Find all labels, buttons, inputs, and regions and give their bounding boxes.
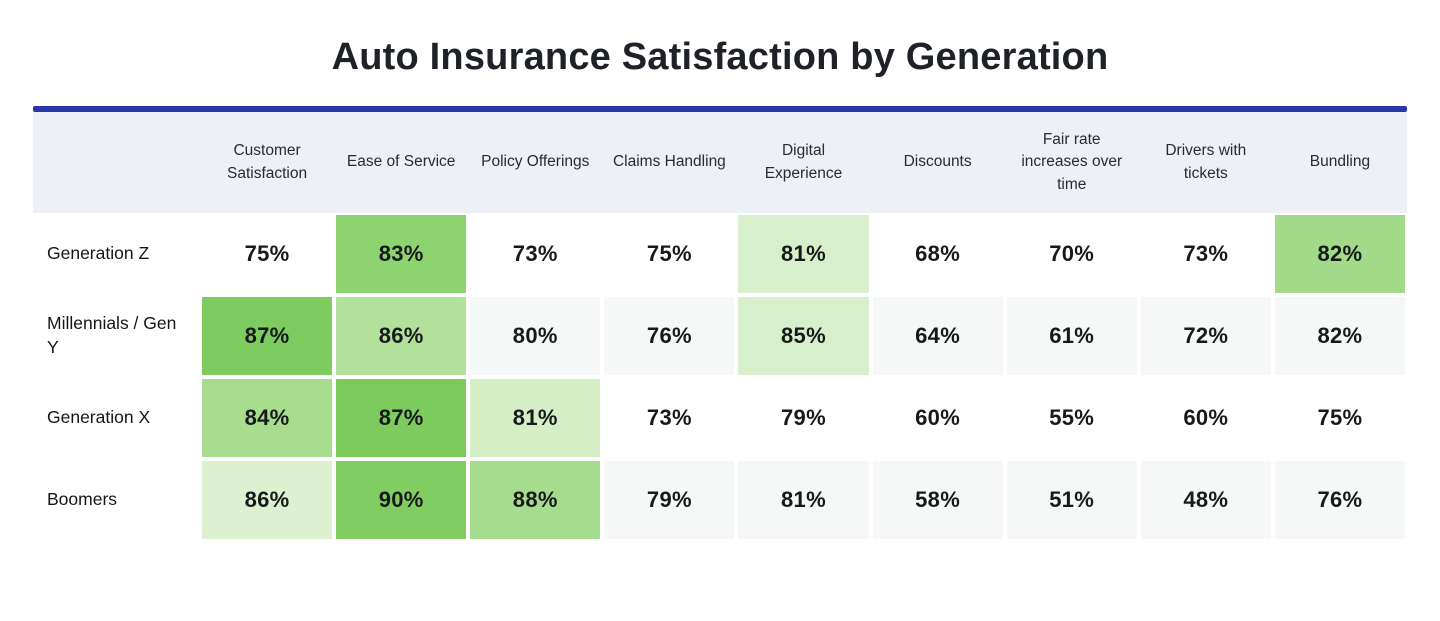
table-cell: 87% xyxy=(202,297,333,375)
column-header-discounts: Discounts xyxy=(903,153,972,171)
row-label: Generation X xyxy=(33,377,200,459)
table-cell: 64% xyxy=(872,297,1003,375)
column-header-customer-satisfaction: Customer Satisfaction xyxy=(226,142,308,182)
table-cell: 73% xyxy=(604,379,735,457)
table-cell: 60% xyxy=(1140,379,1271,457)
table-cell: 55% xyxy=(1006,379,1137,457)
table-row-generation-x: Generation X 84% 87% 81% 73% 79% 60% 55%… xyxy=(33,377,1407,459)
table-cell: 73% xyxy=(1140,215,1271,293)
table-cell: 81% xyxy=(470,379,601,457)
table-cell: 83% xyxy=(336,215,467,293)
table-cell: 90% xyxy=(336,461,467,539)
table-cell: 58% xyxy=(872,461,1003,539)
page-title: Auto Insurance Satisfaction by Generatio… xyxy=(331,36,1109,78)
table-cell: 75% xyxy=(202,215,333,293)
table-cell: 68% xyxy=(872,215,1003,293)
table-cell: 79% xyxy=(738,379,869,457)
satisfaction-table: Customer Satisfaction Ease of Service Po… xyxy=(33,106,1407,541)
column-header-fair-rate-increases: Fair rate increases over time xyxy=(1021,130,1123,193)
row-label: Millennials / Gen Y xyxy=(33,295,200,377)
table-cell: 73% xyxy=(470,215,601,293)
table-cell: 75% xyxy=(1274,379,1405,457)
row-label: Generation Z xyxy=(33,213,200,295)
table-cell: 88% xyxy=(470,461,601,539)
table-row-millennials: Millennials / Gen Y 87% 86% 80% 76% 85% … xyxy=(33,295,1407,377)
column-header-ease-of-service: Ease of Service xyxy=(346,153,456,171)
table-cell: 82% xyxy=(1274,215,1405,293)
corner-cell xyxy=(33,112,200,213)
table-cell: 61% xyxy=(1006,297,1137,375)
table-cell: 60% xyxy=(872,379,1003,457)
infographic-page: Auto Insurance Satisfaction by Generatio… xyxy=(0,36,1440,541)
column-header-bundling: Bundling xyxy=(1309,153,1371,171)
column-header-policy-offerings: Policy Offerings xyxy=(481,153,590,171)
table-cell: 76% xyxy=(604,297,735,375)
table-row-generation-z: Generation Z 75% 83% 73% 75% 81% 68% 70%… xyxy=(33,213,1407,295)
table-cell: 76% xyxy=(1274,461,1405,539)
table-cell: 84% xyxy=(202,379,333,457)
table-cell: 82% xyxy=(1274,297,1405,375)
table-cell: 86% xyxy=(336,297,467,375)
table-cell: 86% xyxy=(202,461,333,539)
column-header-claims-handling: Claims Handling xyxy=(612,153,726,171)
column-header-digital-experience: Digital Experience xyxy=(764,142,843,182)
table-cell: 75% xyxy=(604,215,735,293)
table-cell: 87% xyxy=(336,379,467,457)
table-cell: 80% xyxy=(470,297,601,375)
table-row-boomers: Boomers 86% 90% 88% 79% 81% 58% 51% 48% … xyxy=(33,459,1407,541)
table-cell: 72% xyxy=(1140,297,1271,375)
row-label: Boomers xyxy=(33,459,200,541)
table-header-row: Customer Satisfaction Ease of Service Po… xyxy=(33,112,1407,213)
table-top-accent-line xyxy=(33,106,1407,112)
table-cell: 81% xyxy=(738,215,869,293)
table-cell: 79% xyxy=(604,461,735,539)
table-cell: 48% xyxy=(1140,461,1271,539)
column-header-drivers-with-tickets: Drivers with tickets xyxy=(1165,142,1247,182)
table-cell: 51% xyxy=(1006,461,1137,539)
table-cell: 81% xyxy=(738,461,869,539)
table-cell: 85% xyxy=(738,297,869,375)
table-cell: 70% xyxy=(1006,215,1137,293)
